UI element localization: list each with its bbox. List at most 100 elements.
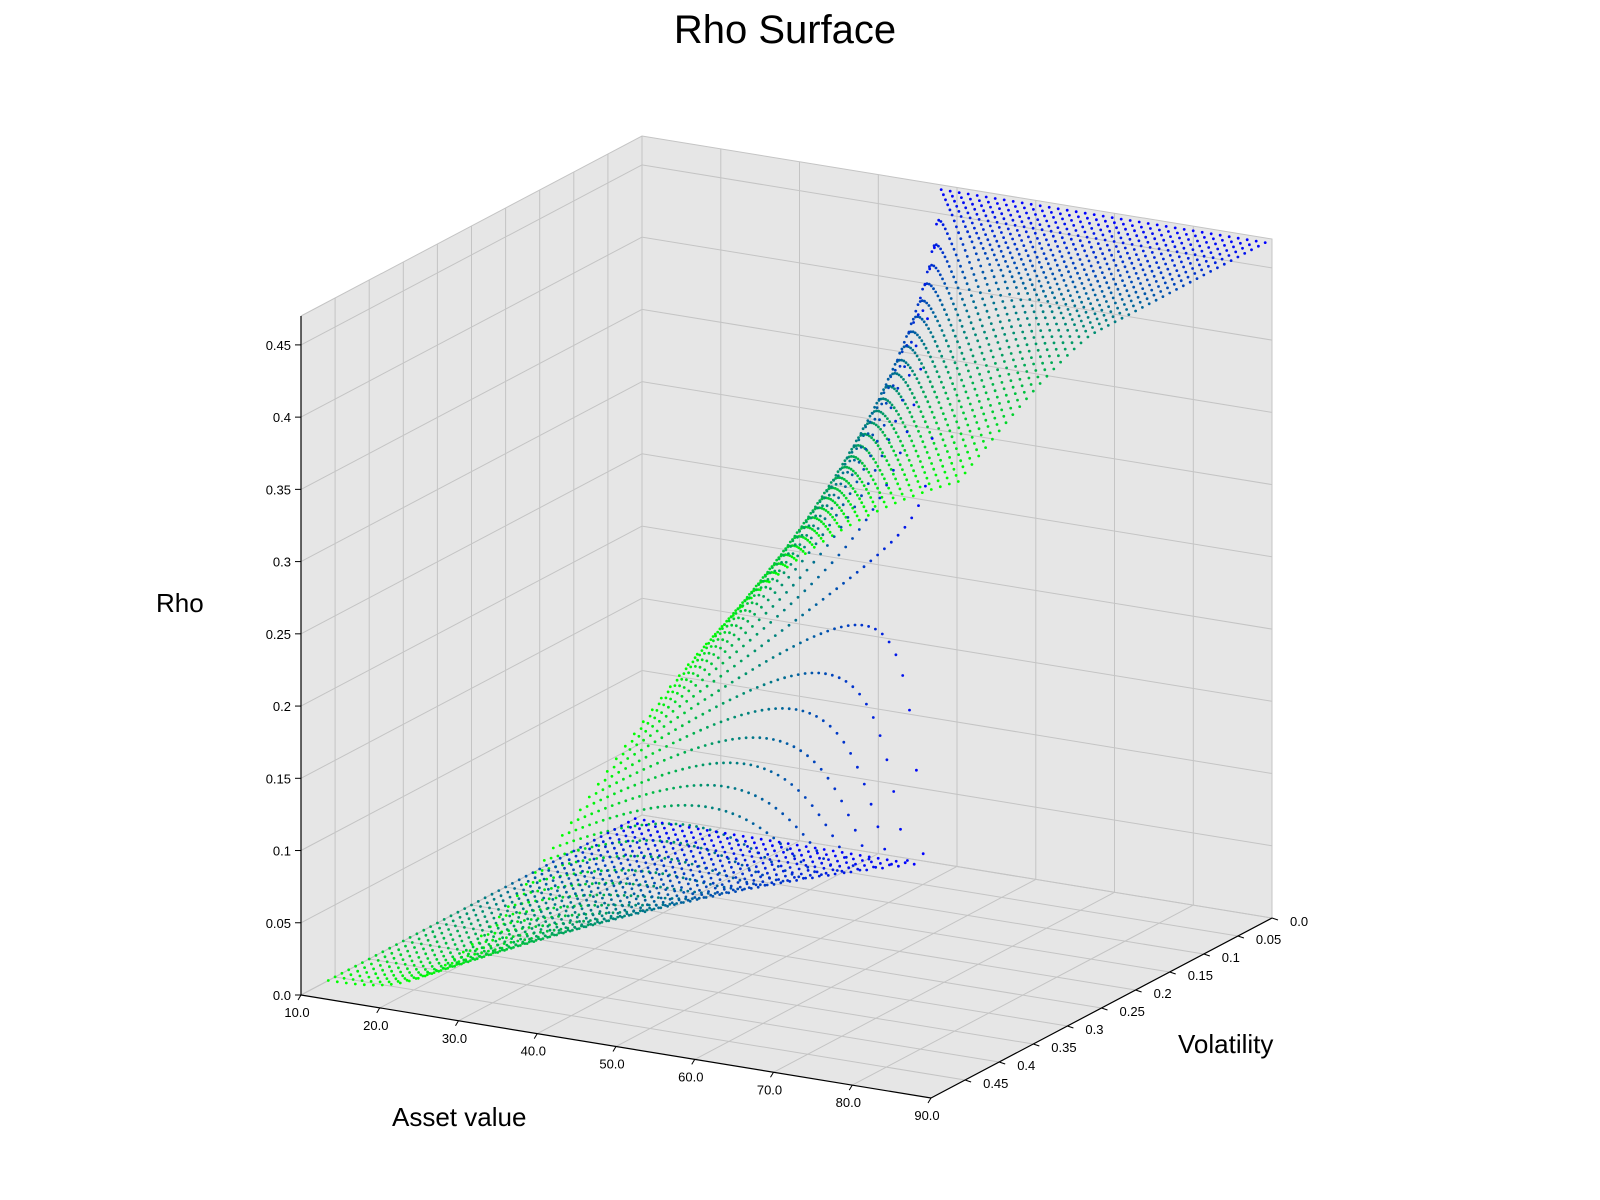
surface-point	[858, 497, 861, 501]
surface-point	[1039, 284, 1043, 288]
surface-point	[490, 930, 493, 934]
surface-point	[673, 870, 677, 874]
surface-point	[1221, 238, 1224, 242]
surface-point	[964, 390, 968, 394]
surface-point	[1083, 230, 1087, 234]
surface-point	[558, 856, 562, 860]
surface-point	[819, 767, 823, 771]
surface-point	[997, 244, 1001, 248]
surface-point	[922, 342, 926, 346]
surface-point	[667, 771, 671, 775]
surface-point	[1182, 228, 1186, 231]
x-tick-label: 30.0	[442, 1031, 467, 1046]
surface-point	[564, 930, 567, 934]
surface-point	[599, 872, 602, 876]
surface-point	[1100, 271, 1104, 274]
surface-point	[724, 685, 727, 688]
surface-point	[916, 313, 920, 317]
surface-point	[831, 499, 835, 503]
surface-point	[743, 609, 747, 612]
surface-point	[665, 745, 668, 748]
surface-point	[954, 474, 958, 477]
surface-point	[1007, 345, 1011, 349]
surface-point	[548, 928, 552, 932]
surface-point	[480, 955, 484, 959]
tick-labels: 10.020.030.040.050.060.070.080.090.00.00…	[266, 338, 1308, 1123]
surface-point	[1059, 311, 1063, 315]
surface-point	[1042, 271, 1046, 274]
surface-point	[799, 749, 803, 753]
surface-point	[482, 955, 486, 958]
surface-point	[1065, 227, 1069, 231]
surface-point	[852, 444, 856, 448]
surface-point	[728, 631, 731, 635]
surface-point	[1172, 282, 1176, 286]
surface-point	[905, 344, 909, 347]
surface-point	[512, 924, 516, 928]
surface-point	[508, 914, 512, 918]
surface-point	[1015, 247, 1019, 251]
surface-point	[1229, 259, 1233, 262]
surface-point	[1146, 222, 1150, 225]
surface-point	[626, 858, 630, 862]
surface-point	[698, 851, 702, 855]
surface-point	[982, 412, 986, 416]
surface-point	[755, 686, 759, 689]
surface-point	[514, 943, 518, 947]
surface-point	[401, 939, 405, 943]
surface-point	[436, 921, 439, 925]
surface-point	[496, 951, 500, 954]
surface-point	[802, 536, 805, 539]
surface-point	[722, 885, 726, 889]
surface-point	[435, 969, 438, 973]
surface-point	[685, 858, 688, 862]
surface-point	[945, 313, 948, 316]
surface-point	[987, 316, 991, 319]
surface-point	[556, 870, 560, 874]
surface-point	[836, 470, 840, 474]
surface-point	[805, 534, 809, 537]
surface-point	[709, 893, 713, 897]
surface-point	[419, 960, 423, 964]
surface-point	[908, 388, 912, 391]
surface-point	[1048, 354, 1051, 358]
surface-point	[1132, 304, 1135, 308]
surface-point	[601, 818, 605, 822]
surface-point	[987, 343, 991, 346]
surface-point	[776, 573, 780, 576]
surface-point	[1194, 234, 1197, 238]
surface-point	[968, 235, 972, 239]
surface-point	[824, 823, 828, 827]
surface-point	[453, 964, 456, 968]
surface-point	[779, 553, 783, 556]
surface-point	[988, 224, 992, 228]
surface-point	[801, 613, 804, 617]
surface-point	[692, 694, 695, 698]
surface-point	[473, 952, 477, 956]
surface-point	[677, 881, 681, 884]
surface-point	[839, 528, 843, 532]
surface-point	[1155, 261, 1158, 264]
surface-point	[732, 611, 735, 615]
x-tick-mark	[297, 994, 302, 1001]
surface-point	[604, 806, 607, 810]
surface-point	[953, 414, 956, 418]
surface-point	[575, 920, 579, 924]
surface-point	[712, 723, 716, 726]
surface-point	[693, 890, 696, 894]
surface-point	[376, 959, 380, 962]
surface-point	[921, 415, 925, 418]
surface-point	[982, 209, 986, 213]
surface-point	[1145, 297, 1149, 301]
surface-point	[961, 243, 965, 246]
surface-point	[980, 406, 983, 410]
surface-point	[853, 623, 857, 627]
surface-point	[963, 471, 967, 475]
surface-point	[590, 812, 594, 816]
surface-point	[836, 859, 839, 863]
surface-point	[720, 625, 724, 628]
surface-point	[1146, 259, 1149, 263]
surface-point	[1110, 253, 1113, 257]
surface-point	[410, 974, 414, 977]
surface-point	[781, 869, 785, 873]
